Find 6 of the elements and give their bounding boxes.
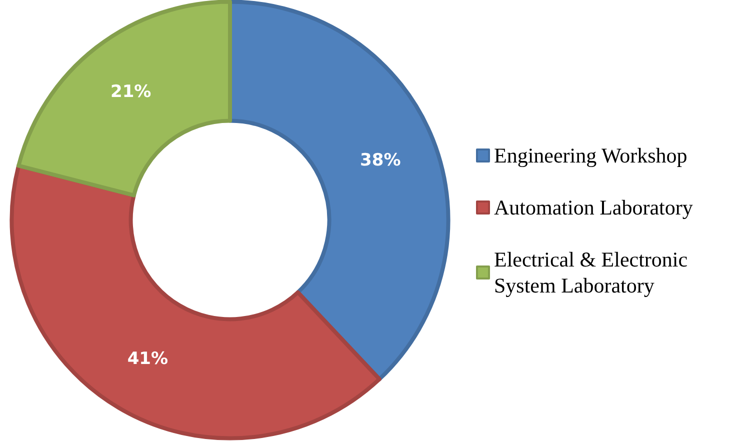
data-label: 21% <box>110 82 152 102</box>
legend-label: Engineering Workshop <box>494 144 688 168</box>
legend-label: Automation Laboratory <box>494 196 694 220</box>
legend-label: Electrical & Electronic System Laboratory <box>494 248 693 298</box>
data-label: 38% <box>360 150 401 170</box>
data-label: 41% <box>127 349 168 370</box>
